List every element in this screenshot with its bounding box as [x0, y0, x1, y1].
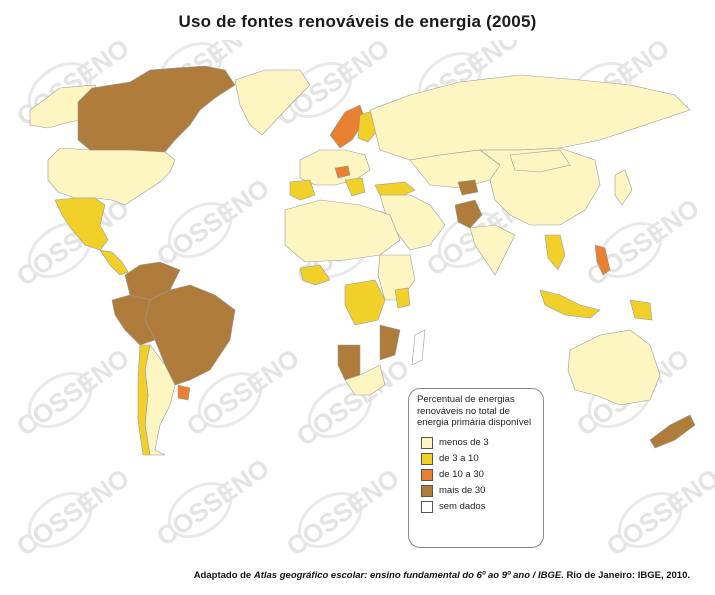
source-prefix: Adaptado de — [193, 570, 254, 581]
central-africa — [344, 279, 386, 326]
legend-swatch — [421, 484, 433, 497]
mexico — [54, 197, 109, 251]
papua — [629, 299, 653, 321]
new-zealand — [649, 414, 696, 449]
legend-item-no-data: sem dados — [421, 499, 535, 515]
legend-item-under-3: menos de 3 — [421, 435, 535, 451]
mongolia — [509, 149, 571, 173]
legend: Percentual de energias renováveis no tot… — [408, 388, 544, 548]
japan — [614, 169, 633, 206]
legend-label: menos de 3 — [439, 437, 489, 448]
peru-bolivia — [111, 294, 156, 346]
indonesia — [539, 289, 601, 319]
austria-region — [334, 165, 351, 179]
canada — [77, 65, 236, 153]
source-suffix: . Rio de Janeiro: IBGE, 2010. — [561, 570, 690, 581]
legend-swatch — [421, 468, 433, 481]
watermark-text: COSSENO — [281, 463, 405, 560]
source-caption: Adaptado de Atlas geográfico escolar: en… — [0, 570, 690, 581]
watermark-text: COSSENO — [581, 193, 705, 292]
greenland — [234, 69, 311, 136]
chile — [137, 344, 151, 456]
ethiopia-region — [394, 287, 411, 309]
legend-swatch — [421, 500, 433, 513]
turkey — [374, 181, 416, 198]
china — [479, 147, 601, 226]
india — [469, 224, 516, 276]
iberia — [289, 179, 316, 201]
watermark-text: COSSENO — [151, 173, 275, 272]
philippines — [594, 244, 611, 276]
legend-label: sem dados — [439, 501, 486, 512]
west-africa — [299, 264, 331, 286]
legend-title: Percentual de energias renováveis no tot… — [417, 394, 532, 428]
legend-swatch — [421, 436, 433, 449]
watermark-text: COSSENO — [11, 463, 135, 560]
central-america — [99, 249, 129, 276]
southern-africa-mozambique — [379, 324, 401, 361]
legend-label: de 3 a 10 — [439, 453, 479, 464]
uruguay — [177, 384, 191, 401]
legend-label: de 10 a 30 — [439, 469, 484, 480]
north-africa — [284, 199, 401, 263]
legend-item-over-30: mais de 30 — [421, 483, 535, 499]
tajikistan — [457, 179, 479, 196]
namibia-botswana — [337, 344, 361, 381]
watermark-text: COSSENO — [601, 463, 715, 560]
pakistan — [454, 199, 483, 229]
legend-item-10-to-30: de 10 a 30 — [421, 467, 535, 483]
watermark-text: COSSENO — [151, 453, 275, 552]
usa — [47, 147, 176, 206]
southeast-asia — [544, 234, 566, 271]
watermark-text: COSSENO — [11, 343, 135, 442]
legend-item-3-to-10: de 3 a 10 — [421, 451, 535, 467]
map-title: Uso de fontes renováveis de energia (200… — [178, 12, 537, 31]
world-map: COSSENO COSSENO COSSENO COSSENO COSSENO … — [11, 40, 715, 560]
source-work: Atlas geográfico escolar: ensino fundame… — [253, 570, 562, 581]
south-africa — [344, 364, 386, 396]
balkans — [344, 177, 366, 197]
australia — [567, 329, 661, 406]
legend-label: mais de 30 — [439, 485, 486, 496]
legend-swatch — [421, 452, 433, 465]
madagascar — [411, 329, 426, 366]
